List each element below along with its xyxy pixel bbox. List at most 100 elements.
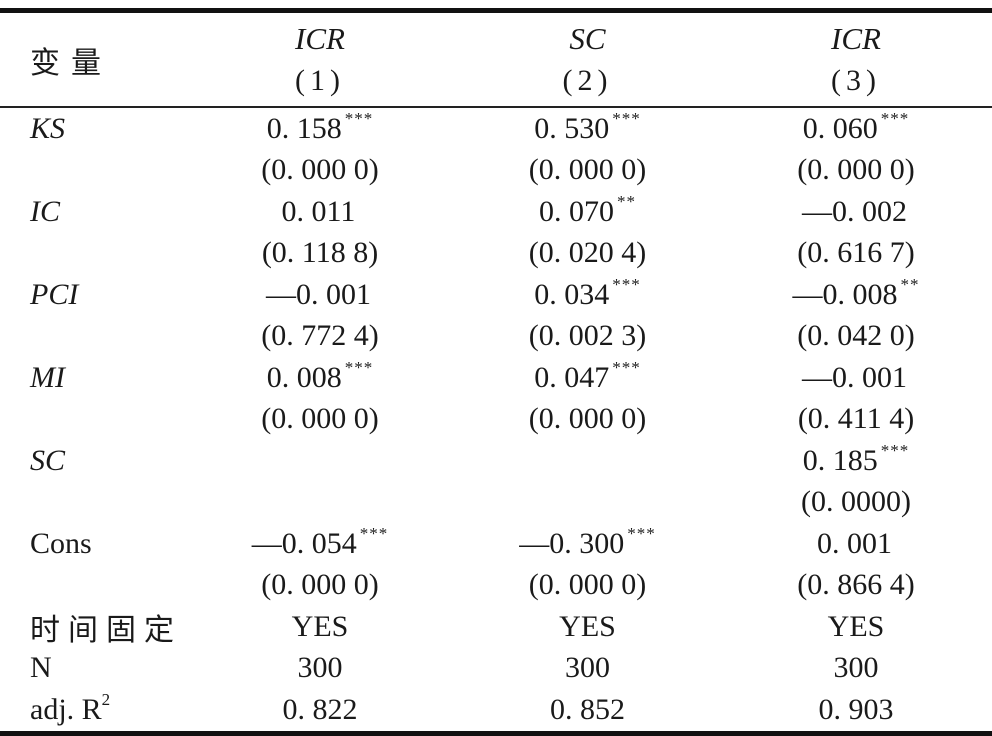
coef-row-SC: SC 0. 185 *** bbox=[0, 440, 992, 482]
pvalue-cell: (0. 000 0) bbox=[261, 402, 379, 436]
model-number: (3) bbox=[831, 64, 881, 98]
top-margin bbox=[0, 0, 992, 8]
table-rule-bottom bbox=[0, 730, 992, 736]
significance-stars: ** bbox=[900, 274, 920, 294]
dep-var-label: ICR bbox=[831, 20, 881, 56]
coef-cell: —0. 300 *** bbox=[455, 523, 720, 561]
pvalue-cell: (0. 118 8) bbox=[261, 236, 379, 270]
coef-cell: 0. 008 *** bbox=[185, 357, 455, 395]
coef-value: 0. 011 bbox=[281, 194, 356, 228]
significance-stars: *** bbox=[880, 108, 910, 128]
pvalue-row-MI: (0. 000 0) (0. 000 0) (0. 411 4) bbox=[0, 399, 992, 441]
summary-label: N bbox=[30, 651, 52, 685]
coef-cell: —0. 002 bbox=[720, 195, 992, 229]
summary-value: YES bbox=[827, 609, 885, 643]
pvalue-cell: (0. 616 7) bbox=[797, 236, 915, 270]
coef-value: 0. 530 bbox=[534, 111, 610, 145]
pvalue-cell: (0. 000 0) bbox=[528, 402, 647, 436]
summary-label: 时间固定 bbox=[30, 613, 182, 647]
column-header-3: ICR (3) bbox=[720, 13, 992, 106]
column-header-2: SC (2) bbox=[455, 13, 720, 106]
pvalue-row-SC: (0. 0000) bbox=[0, 482, 992, 524]
pvalue-cell: (0. 0000) bbox=[801, 485, 911, 519]
coef-cell: —0. 001 bbox=[720, 361, 992, 395]
pvalue-cell: (0. 866 4) bbox=[797, 568, 915, 602]
row-label: PCI bbox=[30, 277, 79, 311]
adj-r2-base: adj. R bbox=[30, 692, 102, 726]
pvalue-cell: (0. 000 0) bbox=[261, 153, 379, 187]
coef-value: 0. 158 bbox=[266, 111, 342, 145]
pvalue-cell: (0. 000 0) bbox=[261, 568, 379, 602]
coef-value: 0. 185 bbox=[802, 443, 878, 477]
row-label: KS bbox=[30, 111, 66, 145]
pvalue-cell: (0. 000 0) bbox=[528, 153, 647, 187]
pvalue-cell: (0. 411 4) bbox=[797, 402, 915, 436]
summary-value: YES bbox=[291, 609, 349, 643]
coef-cell: 0. 185 *** bbox=[720, 440, 992, 478]
significance-stars: *** bbox=[880, 440, 910, 460]
coef-value: 0. 047 bbox=[534, 360, 610, 394]
coef-value: 0. 001 bbox=[817, 526, 892, 560]
coef-value: 0. 034 bbox=[534, 277, 610, 311]
significance-stars: *** bbox=[612, 274, 641, 294]
coef-row-Cons: Cons —0. 054 *** —0. 300 *** 0. 001 bbox=[0, 523, 992, 565]
coef-cell: 0. 060 *** bbox=[720, 108, 992, 146]
pvalue-cell: (0. 020 4) bbox=[528, 236, 647, 270]
coef-cell: 0. 034 *** bbox=[455, 274, 720, 312]
model-number: (1) bbox=[295, 64, 345, 98]
coef-cell: —0. 008 ** bbox=[720, 274, 992, 312]
summary-value: 0. 903 bbox=[818, 692, 894, 726]
summary-label: adj. R2 bbox=[0, 691, 185, 727]
significance-stars: *** bbox=[612, 108, 641, 128]
coef-cell: 0. 158 *** bbox=[185, 108, 455, 146]
coef-value: —0. 008 bbox=[792, 277, 898, 311]
pvalue-row-KS: (0. 000 0) (0. 000 0) (0. 000 0) bbox=[0, 150, 992, 192]
coef-value: —0. 300 bbox=[519, 526, 625, 560]
table-header: 变量 ICR (1) SC (2) ICR (3) bbox=[0, 13, 992, 106]
pvalue-cell: (0. 000 0) bbox=[797, 153, 915, 187]
coef-row-PCI: PCI —0. 001 0. 034 *** —0. 008 ** bbox=[0, 274, 992, 316]
summary-value: 300 bbox=[297, 651, 343, 685]
significance-stars: *** bbox=[359, 523, 389, 543]
coef-row-IC: IC 0. 011 0. 070 ** —0. 002 bbox=[0, 191, 992, 233]
significance-stars: ** bbox=[617, 191, 636, 211]
pvalue-row-PCI: (0. 772 4) (0. 002 3) (0. 042 0) bbox=[0, 316, 992, 358]
coef-cell: —0. 054 *** bbox=[185, 523, 455, 561]
dep-var-label: ICR bbox=[295, 20, 345, 56]
summary-value: 0. 852 bbox=[550, 692, 625, 726]
row-label: Cons bbox=[30, 526, 92, 560]
significance-stars: *** bbox=[344, 108, 374, 128]
coef-cell: 0. 001 bbox=[720, 527, 992, 561]
significance-stars: *** bbox=[344, 357, 374, 377]
coef-cell: 0. 011 bbox=[185, 195, 455, 229]
coef-value: —0. 001 bbox=[266, 277, 371, 311]
coef-row-MI: MI 0. 008 *** 0. 047 *** —0. 001 bbox=[0, 357, 992, 399]
coef-value: 0. 008 bbox=[266, 360, 342, 394]
pvalue-cell: (0. 042 0) bbox=[797, 319, 915, 353]
row-label: MI bbox=[30, 360, 65, 394]
pvalue-cell: (0. 002 3) bbox=[528, 319, 647, 353]
summary-row-N: N 300 300 300 bbox=[0, 648, 992, 690]
summary-row-adj-r2: adj. R2 0. 822 0. 852 0. 903 bbox=[0, 689, 992, 731]
row-label: IC bbox=[30, 194, 60, 228]
coef-value: —0. 054 bbox=[251, 526, 357, 560]
table-body: KS 0. 158 *** 0. 530 *** 0. 060 *** (0. 000… bbox=[0, 108, 992, 731]
pvalue-cell: (0. 000 0) bbox=[528, 568, 647, 602]
summary-value: 0. 822 bbox=[282, 692, 358, 726]
significance-stars: *** bbox=[627, 523, 656, 543]
pvalue-cell: (0. 772 4) bbox=[261, 319, 379, 353]
coef-value: 0. 070 bbox=[539, 194, 614, 228]
dep-var-label: SC bbox=[569, 20, 606, 56]
table-rule-header bbox=[0, 106, 992, 108]
summary-value: 300 bbox=[565, 651, 610, 685]
pvalue-row-Cons: (0. 000 0) (0. 000 0) (0. 866 4) bbox=[0, 565, 992, 607]
coef-cell: 0. 047 *** bbox=[455, 357, 720, 395]
coef-value: 0. 060 bbox=[802, 111, 878, 145]
coef-cell: 0. 530 *** bbox=[455, 108, 720, 146]
summary-value: 300 bbox=[833, 651, 879, 685]
table-rule-top bbox=[0, 8, 992, 13]
significance-stars: *** bbox=[612, 357, 641, 377]
summary-value: YES bbox=[559, 609, 616, 643]
coef-row-KS: KS 0. 158 *** 0. 530 *** 0. 060 *** bbox=[0, 108, 992, 150]
coef-cell: 0. 070 ** bbox=[455, 191, 720, 229]
